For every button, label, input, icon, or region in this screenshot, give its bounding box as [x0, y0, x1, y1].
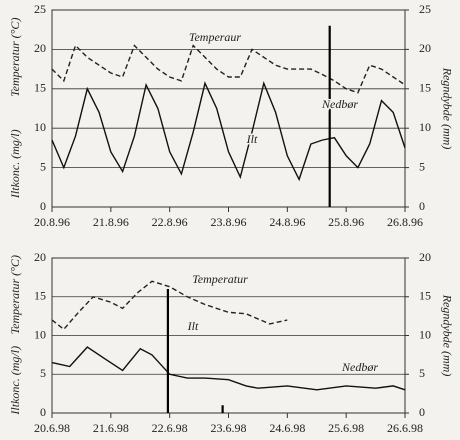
y2-tick-label: 10: [419, 327, 431, 341]
y2-tick-label: 15: [419, 289, 431, 303]
y-tick-label: 20: [34, 41, 46, 55]
y2-tick-label: 0: [419, 199, 425, 213]
series-line: [51, 346, 406, 391]
series-label: Nedbør: [341, 360, 378, 374]
y2-tick-label: 10: [419, 120, 431, 134]
x-tick-label: 20.6.98: [34, 421, 70, 435]
x-tick-label: 26.8.96: [387, 215, 423, 229]
series-label: Nedbør: [321, 97, 358, 111]
y-tick-label: 25: [34, 2, 46, 16]
y-tick-label: 15: [34, 289, 46, 303]
series-line: [51, 280, 288, 331]
x-tick-label: 23.8.96: [211, 215, 247, 229]
y2-axis-label: Regndybde (mm): [440, 67, 454, 150]
y2-tick-label: 5: [419, 366, 425, 380]
series-label: Ilt: [246, 132, 258, 146]
series-label: Temperatur: [192, 272, 248, 286]
y2-tick-label: 20: [419, 41, 431, 55]
series-label: Temperaur: [189, 30, 242, 44]
y2-tick-label: 5: [419, 159, 425, 173]
y2-axis-label: Regndybde (mm): [440, 294, 454, 377]
y2-tick-label: 15: [419, 81, 431, 95]
x-tick-label: 25.6.98: [328, 421, 364, 435]
y-axis-label: Iltkonc. (mg/l): [8, 129, 22, 199]
y2-tick-label: 25: [419, 2, 431, 16]
x-tick-label: 24.6.98: [269, 421, 305, 435]
y-tick-label: 5: [40, 159, 46, 173]
x-tick-label: 26.6.98: [387, 421, 423, 435]
y2-tick-label: 20: [419, 250, 431, 264]
y-tick-label: 5: [40, 366, 46, 380]
x-tick-label: 22.6.98: [152, 421, 188, 435]
x-tick-label: 23.6.98: [211, 421, 247, 435]
y-tick-label: 0: [40, 405, 46, 419]
y-axis-label: Temperatur (°C): [8, 255, 22, 334]
y-tick-label: 0: [40, 199, 46, 213]
x-tick-label: 21.6.98: [93, 421, 129, 435]
y-tick-label: 15: [34, 81, 46, 95]
x-tick-label: 25.8.96: [328, 215, 364, 229]
x-tick-label: 20.8.96: [34, 215, 70, 229]
x-tick-label: 24.8.96: [269, 215, 305, 229]
y-axis-label: Iltkonc. (mg/l): [8, 346, 22, 416]
y-tick-label: 20: [34, 250, 46, 264]
y2-tick-label: 0: [419, 405, 425, 419]
y-tick-label: 10: [34, 120, 46, 134]
series-line: [51, 81, 406, 182]
x-tick-label: 22.8.96: [152, 215, 188, 229]
y-axis-label: Temperatur (°C): [8, 18, 22, 97]
series-line: [51, 44, 406, 94]
y-tick-label: 10: [34, 327, 46, 341]
series-label: Ilt: [187, 319, 199, 333]
x-tick-label: 21.8.96: [93, 215, 129, 229]
